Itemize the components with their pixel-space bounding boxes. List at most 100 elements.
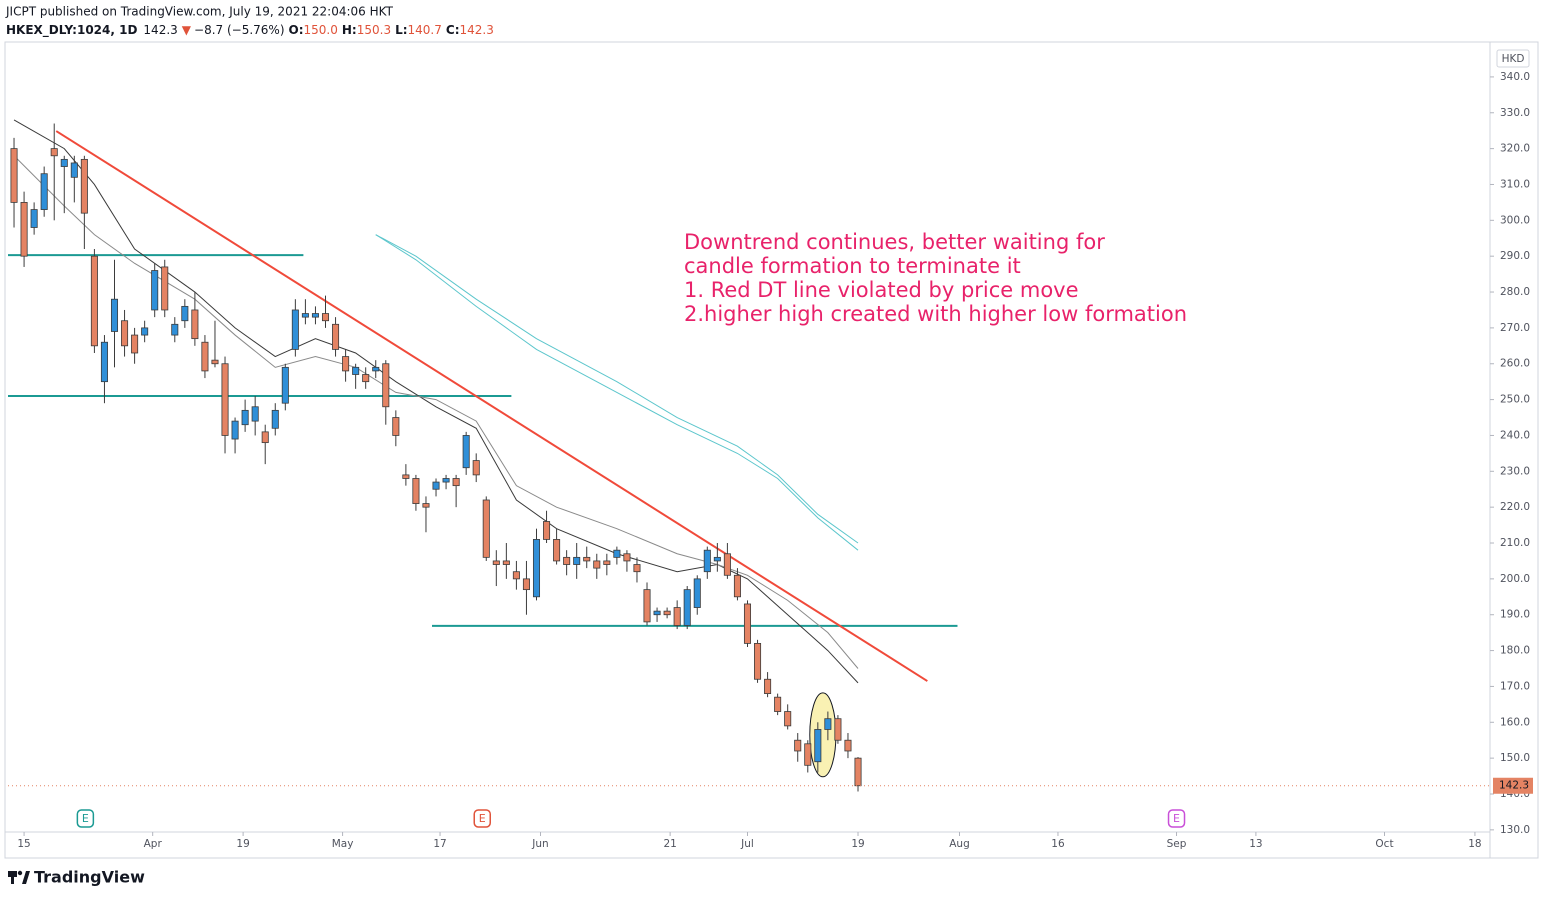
candle-body [623,553,631,562]
candle-body [834,718,842,741]
y-tick-label: 150.0 [1500,752,1530,764]
candle-body [412,478,420,504]
y-tick-label: 300.0 [1500,214,1530,226]
candle-body [844,739,852,752]
trendline [55,130,928,682]
candle-body [251,406,259,422]
y-tick-label: 240.0 [1500,429,1530,441]
y-tick-label: 310.0 [1500,178,1530,190]
o-value: 150.0 [304,23,338,37]
candle-body [100,341,108,383]
arrow: ▼ [182,23,192,37]
h-label: H: [342,23,357,37]
candle-body [151,270,159,311]
x-tick-label: Sep [1167,838,1187,850]
indicator-line [375,234,859,544]
candle-body [553,539,561,562]
l-value: 140.7 [408,23,442,37]
candle-body [261,431,269,444]
candle-body [764,678,772,695]
candle-body [422,503,430,508]
candle-body [633,564,641,573]
y-tick-label: 320.0 [1500,143,1530,155]
footer-logo [8,870,30,884]
symbol: HKEX_DLY:1024, 1D [6,23,137,38]
candle-body [352,366,360,375]
c-value: 142.3 [460,23,494,37]
candle-body [80,158,88,214]
candle-body [291,309,299,350]
candle-body [563,556,571,565]
candle-body [583,556,591,562]
candle-body [462,435,470,469]
candle-body [603,560,611,565]
candle-body [211,359,219,365]
currency: HKD [1502,53,1525,65]
candle-body [713,556,721,562]
x-tick-label: Jun [531,838,548,850]
candle-body [543,521,551,540]
candle-body [201,341,209,372]
indicator-line [375,234,859,551]
candle-body [814,729,822,763]
h-value: 150.3 [357,23,391,37]
logo-part [22,871,30,884]
candle-body [30,209,38,228]
y-tick-label: 170.0 [1500,680,1530,692]
candle-body [673,607,681,626]
candle-body [854,757,862,787]
y-tick-label: 340.0 [1500,71,1530,83]
candle-body [502,560,510,565]
publisher-line: JICPT published on TradingView.com, July… [5,5,394,19]
symbol-line: HKEX_DLY:1024, 1D 142.3 ▼ −8.7 (−5.76%) O:15… [6,23,494,38]
candle-body [20,201,28,257]
annotation-text: 1. Red DT line violated by price move [684,278,1079,302]
candle-body [90,255,98,347]
x-tick-label: 17 [433,838,446,850]
candle-body [824,718,832,730]
event-label: E [1173,812,1180,825]
y-tick-label: 200.0 [1500,573,1530,585]
annotation-text: Downtrend continues, better waiting for [684,230,1105,254]
candle-body [683,589,691,626]
y-tick-label: 230.0 [1500,465,1530,477]
candle-body [532,539,541,598]
candle-body [362,374,370,383]
candle-body [372,366,380,372]
candle-body [181,305,189,322]
candle-body [774,696,782,712]
x-tick-label: 15 [17,838,30,850]
currency-box [1496,49,1530,68]
candle-body [442,478,450,483]
candle-body [161,266,169,311]
y-tick-label: 130.0 [1500,824,1530,836]
y-tick-label: 270.0 [1500,322,1530,334]
x-tick-label: 19 [851,838,864,850]
event-marker [473,809,491,828]
candle-body [110,298,119,332]
x-tick-label: May [332,838,354,850]
candle-body [271,409,279,429]
candle-body [60,158,68,167]
candle-body [281,366,289,404]
x-tick-label: 21 [663,838,676,850]
candle-body [733,574,741,598]
logo-part [11,877,14,884]
event-label: E [82,812,89,825]
y-tick-label: 290.0 [1500,250,1530,262]
candle-body [754,643,762,680]
y-tick-label: 280.0 [1500,286,1530,298]
x-tick-label: 18 [1468,838,1481,850]
candle-body [482,499,490,558]
candle-body [241,409,249,426]
change: −8.7 (−5.76%) [194,23,285,37]
last: 142.3 [143,23,177,37]
y-tick-label: 260.0 [1500,358,1530,370]
y-tick-label: 180.0 [1500,645,1530,657]
candle-body [784,711,792,727]
candle-body [321,313,330,322]
logo-part [8,871,17,877]
footer-brand: TradingView [34,868,145,887]
candle-body [653,610,661,616]
